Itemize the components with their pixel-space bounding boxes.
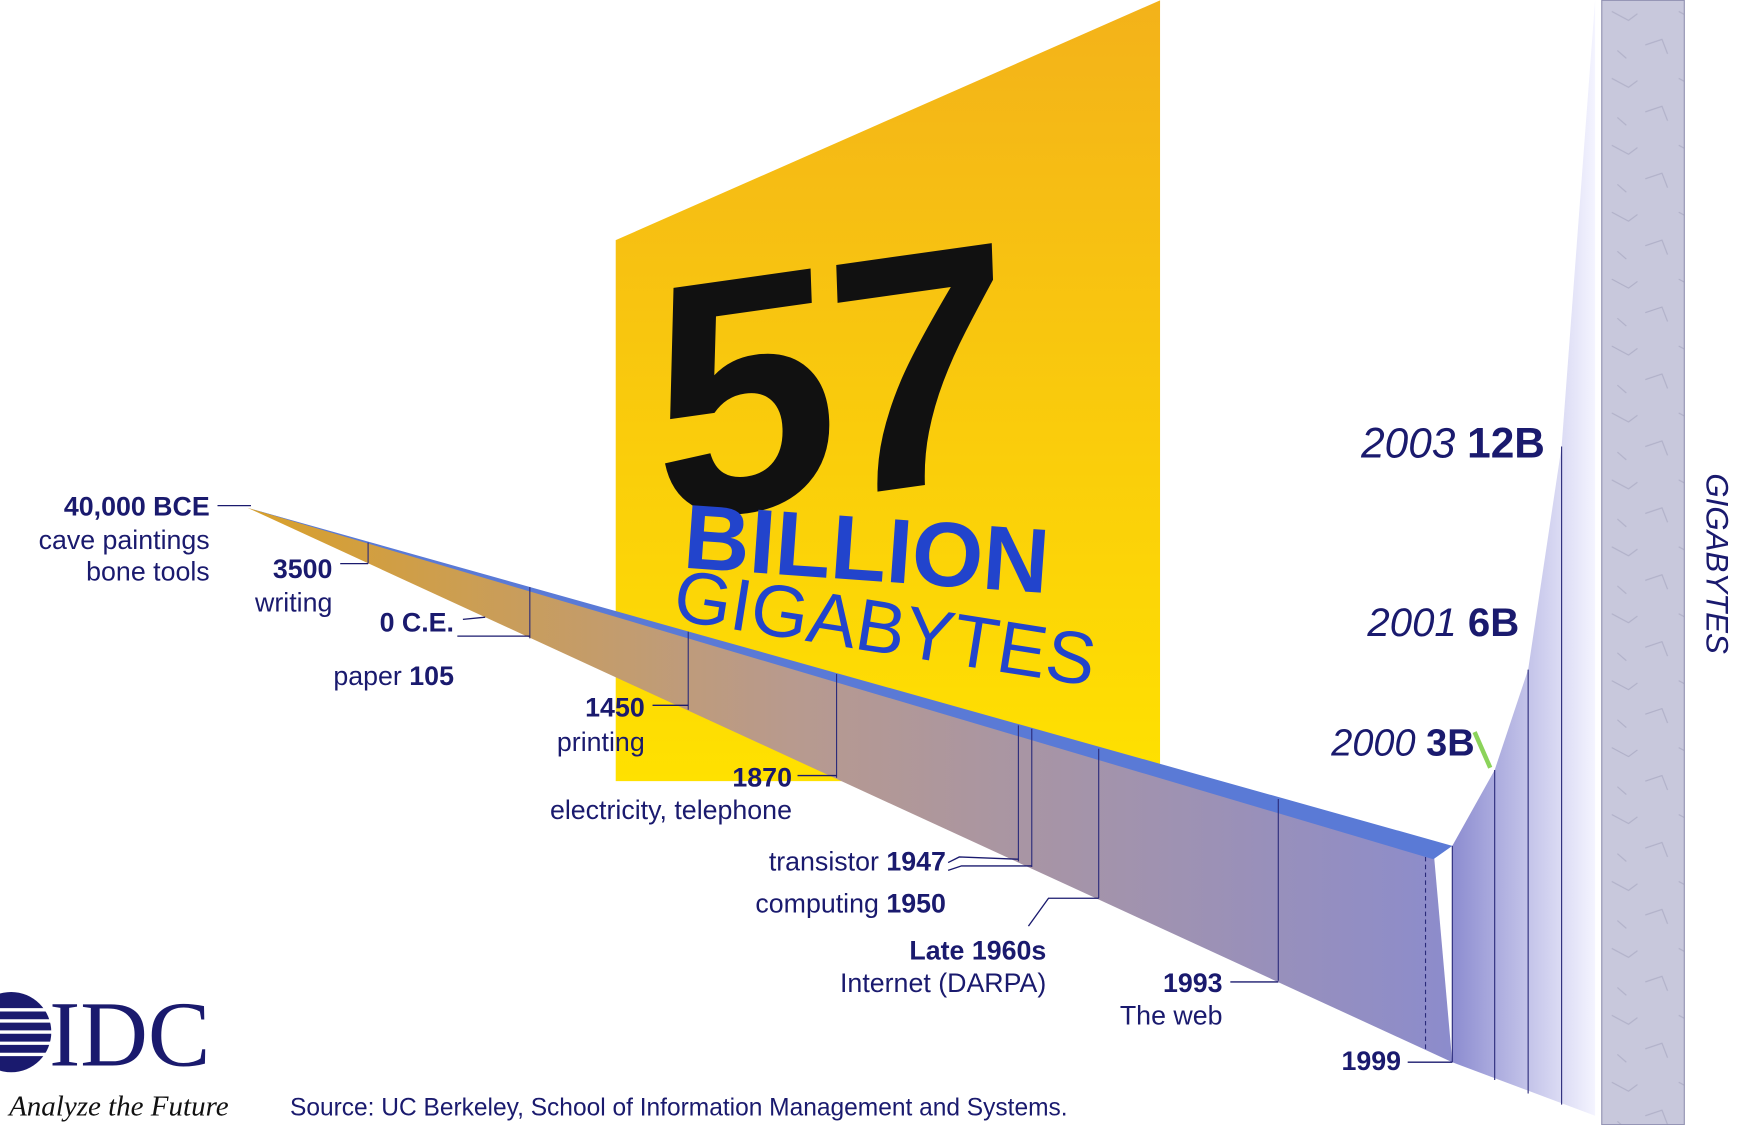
milestone-date: 1950 <box>886 889 946 919</box>
growth-year: 2003 <box>1360 420 1456 467</box>
logo: IDC Analyze the Future <box>0 984 229 1123</box>
growth-label: 2000 3B <box>1330 722 1474 764</box>
milestone-event: electricity, telephone <box>550 795 792 825</box>
headline-number: 57 <box>646 170 1006 594</box>
milestone-date: 1947 <box>886 846 946 876</box>
headline-line1: BILLION <box>681 486 1053 613</box>
wedge-top <box>247 507 1453 860</box>
milestone-date: 1450 <box>585 692 645 722</box>
gigabyte-bar <box>1601 0 1685 1125</box>
source: Source: UC Berkeley, School of Informati… <box>290 1095 1068 1122</box>
growth-labels: 2000 3B 2001 6B 2003 12B <box>1330 420 1545 765</box>
milestone-date: 3500 <box>273 554 333 584</box>
milestone-date: 1993 <box>1163 968 1223 998</box>
milestone-date: 1870 <box>732 763 792 793</box>
logo-tagline: Analyze the Future <box>7 1091 229 1123</box>
milestone-date: 105 <box>409 661 454 691</box>
growth-dividers <box>1451 446 1563 1105</box>
growth-amount: 3B <box>1426 722 1474 764</box>
milestone-date: 0 C.E. <box>380 608 454 638</box>
milestone-event: computing <box>755 889 879 919</box>
growth-amount: 12B <box>1467 420 1545 467</box>
timeline-wedge <box>247 507 1453 1063</box>
milestone-label: paper 105 <box>333 661 454 691</box>
milestone-event: printing <box>557 727 645 757</box>
milestone-date: Late 1960s <box>909 936 1046 966</box>
growth-label: 2003 12B <box>1360 420 1545 467</box>
wedge-dividers <box>367 542 1427 1049</box>
axis-label: GIGABYTES <box>1700 473 1735 654</box>
growth-year: 2000 <box>1330 722 1415 764</box>
milestone-event: The web <box>1120 1000 1223 1030</box>
logo-name: IDC <box>49 984 210 1087</box>
milestone-event: cave paintings <box>39 525 210 555</box>
growth-label: 2001 6B <box>1366 600 1519 645</box>
headline-panel <box>615 0 1161 782</box>
milestone-label: transistor 1947 <box>769 846 946 876</box>
logo-stripes <box>0 1008 56 1057</box>
growth-curve <box>1452 0 1596 1116</box>
milestone-event: bone tools <box>86 556 210 586</box>
milestone-event: paper <box>333 661 402 691</box>
milestone-event: writing <box>254 588 332 618</box>
milestones: 40,000 BCE cave paintings bone tools 350… <box>39 492 1453 1076</box>
milestone-date: 40,000 BCE <box>64 492 210 522</box>
milestone-event: transistor <box>769 846 879 876</box>
growth-year: 2001 <box>1366 600 1456 645</box>
milestone-date: 1999 <box>1341 1046 1401 1076</box>
milestone-label: computing 1950 <box>755 889 945 919</box>
milestone-event: Internet (DARPA) <box>840 968 1046 998</box>
growth-amount: 6B <box>1468 600 1519 645</box>
arrow <box>1472 731 1493 769</box>
